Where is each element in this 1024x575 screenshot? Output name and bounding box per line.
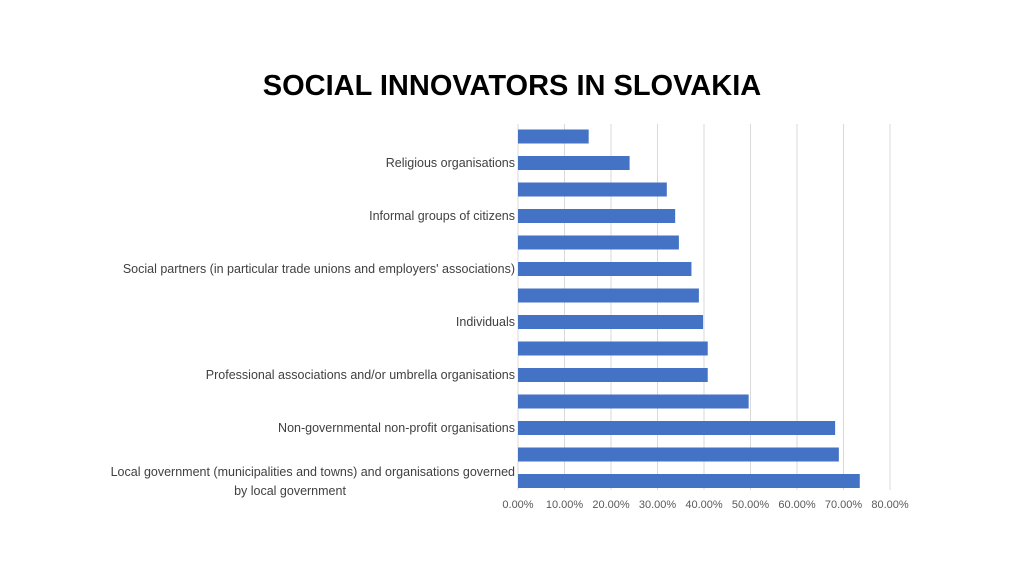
- bar: [518, 421, 836, 435]
- bar: [518, 182, 667, 197]
- x-tick-label: 30.00%: [639, 499, 677, 511]
- category-label: Non-governmental non-profit organisation…: [278, 421, 515, 435]
- bar: [518, 129, 589, 144]
- bar: [518, 474, 860, 488]
- x-tick-label: 60.00%: [778, 499, 816, 511]
- category-label: Religious organisations: [386, 156, 515, 170]
- category-label: Informal groups of citizens: [369, 209, 515, 223]
- category-label: Professional associations and/or umbrell…: [206, 368, 515, 382]
- bar: [518, 156, 630, 170]
- chart-title: SOCIAL INNOVATORS IN SLOVAKIA: [262, 70, 762, 102]
- bar: [518, 235, 679, 250]
- x-tick-label: 80.00%: [871, 499, 909, 511]
- x-tick-label: 10.00%: [546, 499, 584, 511]
- x-tick-label: 40.00%: [685, 499, 723, 511]
- category-label: Social partners (in particular trade uni…: [123, 262, 515, 276]
- bar: [518, 447, 839, 462]
- x-tick-label: 20.00%: [592, 499, 630, 511]
- x-tick-label: 0.00%: [502, 499, 533, 511]
- bar: [518, 368, 708, 382]
- bar: [518, 209, 676, 223]
- bar: [518, 262, 692, 276]
- x-tick-label: 70.00%: [825, 499, 863, 511]
- bar: [518, 341, 708, 356]
- category-label: Local government (municipalities and tow…: [111, 465, 515, 479]
- category-label: Individuals: [456, 315, 515, 329]
- x-tick-label: 50.00%: [732, 499, 770, 511]
- bar: [518, 394, 749, 409]
- bar: [518, 315, 704, 329]
- bar: [518, 288, 699, 303]
- category-label: by local government: [234, 484, 346, 498]
